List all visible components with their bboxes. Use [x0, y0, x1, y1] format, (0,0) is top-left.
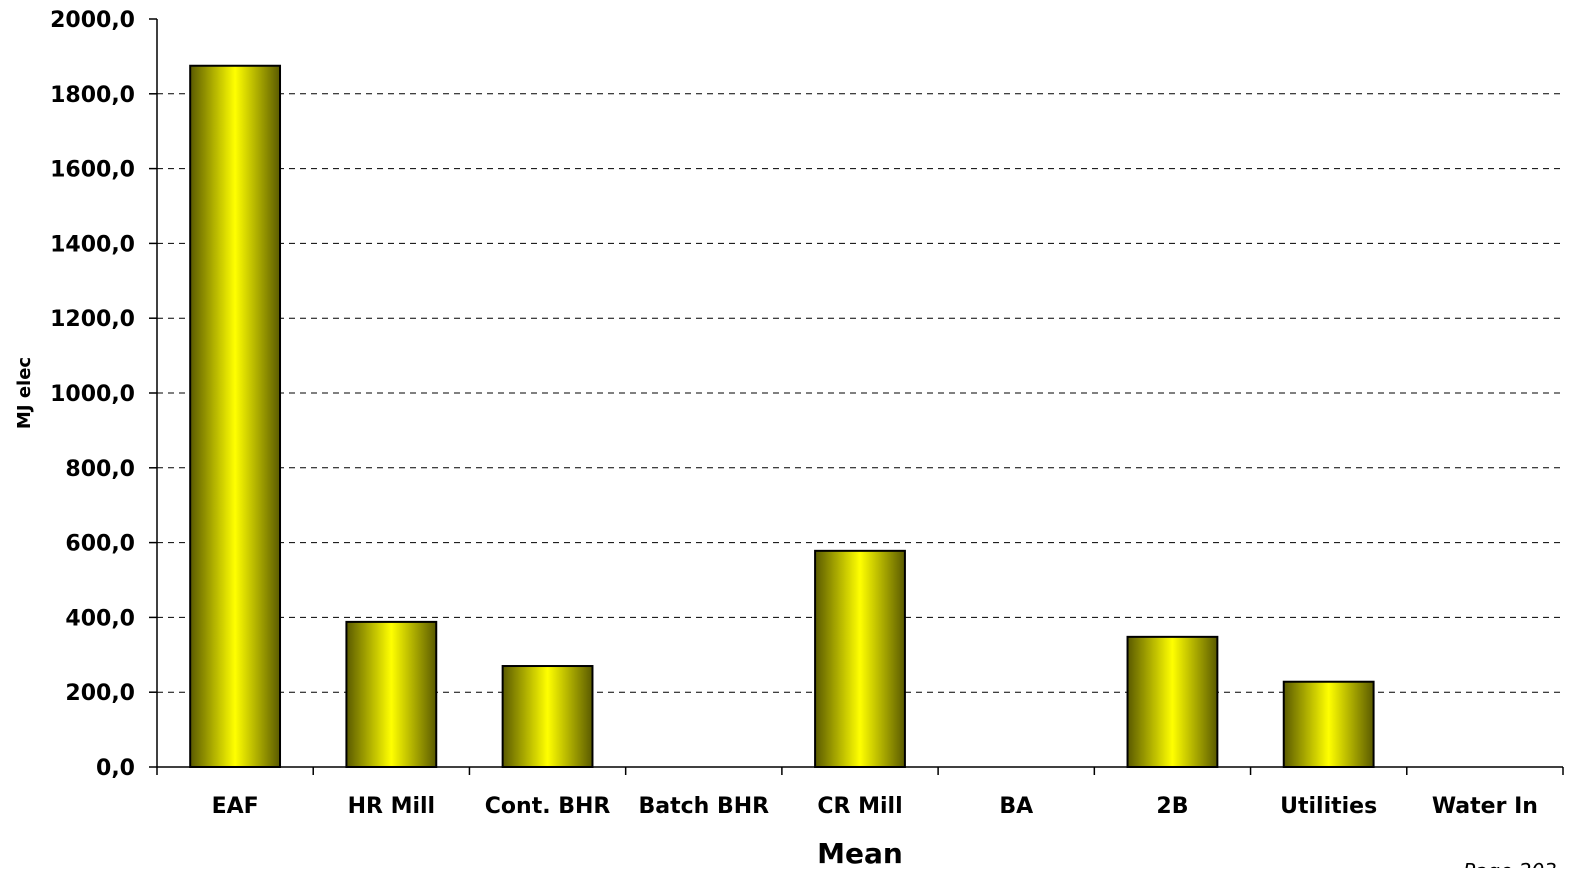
bar-cont-bhr [501, 665, 594, 769]
tick-labels: 0,0 200,0 400,0 600,0 800,0 1000,0 1200,0 1400,… [50, 8, 1538, 819]
y-tick-label: 800,0 [65, 457, 135, 482]
x-tick-label: Batch BHR [638, 794, 769, 819]
x-tick-label: HR Mill [348, 794, 436, 819]
x-tick-label: BA [999, 794, 1033, 819]
x-axis-title: Mean [817, 837, 903, 868]
y-tick-label: 2000,0 [50, 8, 135, 33]
y-tick-label: 1600,0 [50, 158, 135, 183]
x-tick-label: CR Mill [817, 794, 902, 819]
y-tick-label: 1800,0 [50, 83, 135, 108]
bar-2b [1126, 635, 1219, 769]
y-tick-label: 200,0 [65, 681, 135, 706]
y-tick-label: 1400,0 [50, 232, 135, 257]
y-axis-title: MJ elec [14, 357, 35, 429]
gridlines [157, 93, 1563, 693]
x-tick-label: Cont. BHR [485, 794, 611, 819]
y-tick-label: 1200,0 [50, 307, 135, 332]
bar-hr-mill [345, 620, 438, 768]
bar-cr-mill [814, 549, 906, 768]
y-tick-label: 1000,0 [50, 382, 135, 407]
bars [189, 64, 1375, 769]
x-tick-label: Water In [1432, 794, 1538, 819]
bar-eaf [189, 64, 282, 768]
y-tick-label: 600,0 [65, 532, 135, 557]
y-tick-label: 400,0 [65, 606, 135, 631]
bar-utilities [1282, 680, 1375, 769]
x-tick-label: 2B [1156, 794, 1188, 819]
y-tick-label: 0,0 [96, 756, 135, 781]
x-tick-label: Utilities [1280, 794, 1377, 819]
x-tick-label: EAF [212, 794, 259, 819]
page-footer: Page 203 [1463, 859, 1557, 868]
